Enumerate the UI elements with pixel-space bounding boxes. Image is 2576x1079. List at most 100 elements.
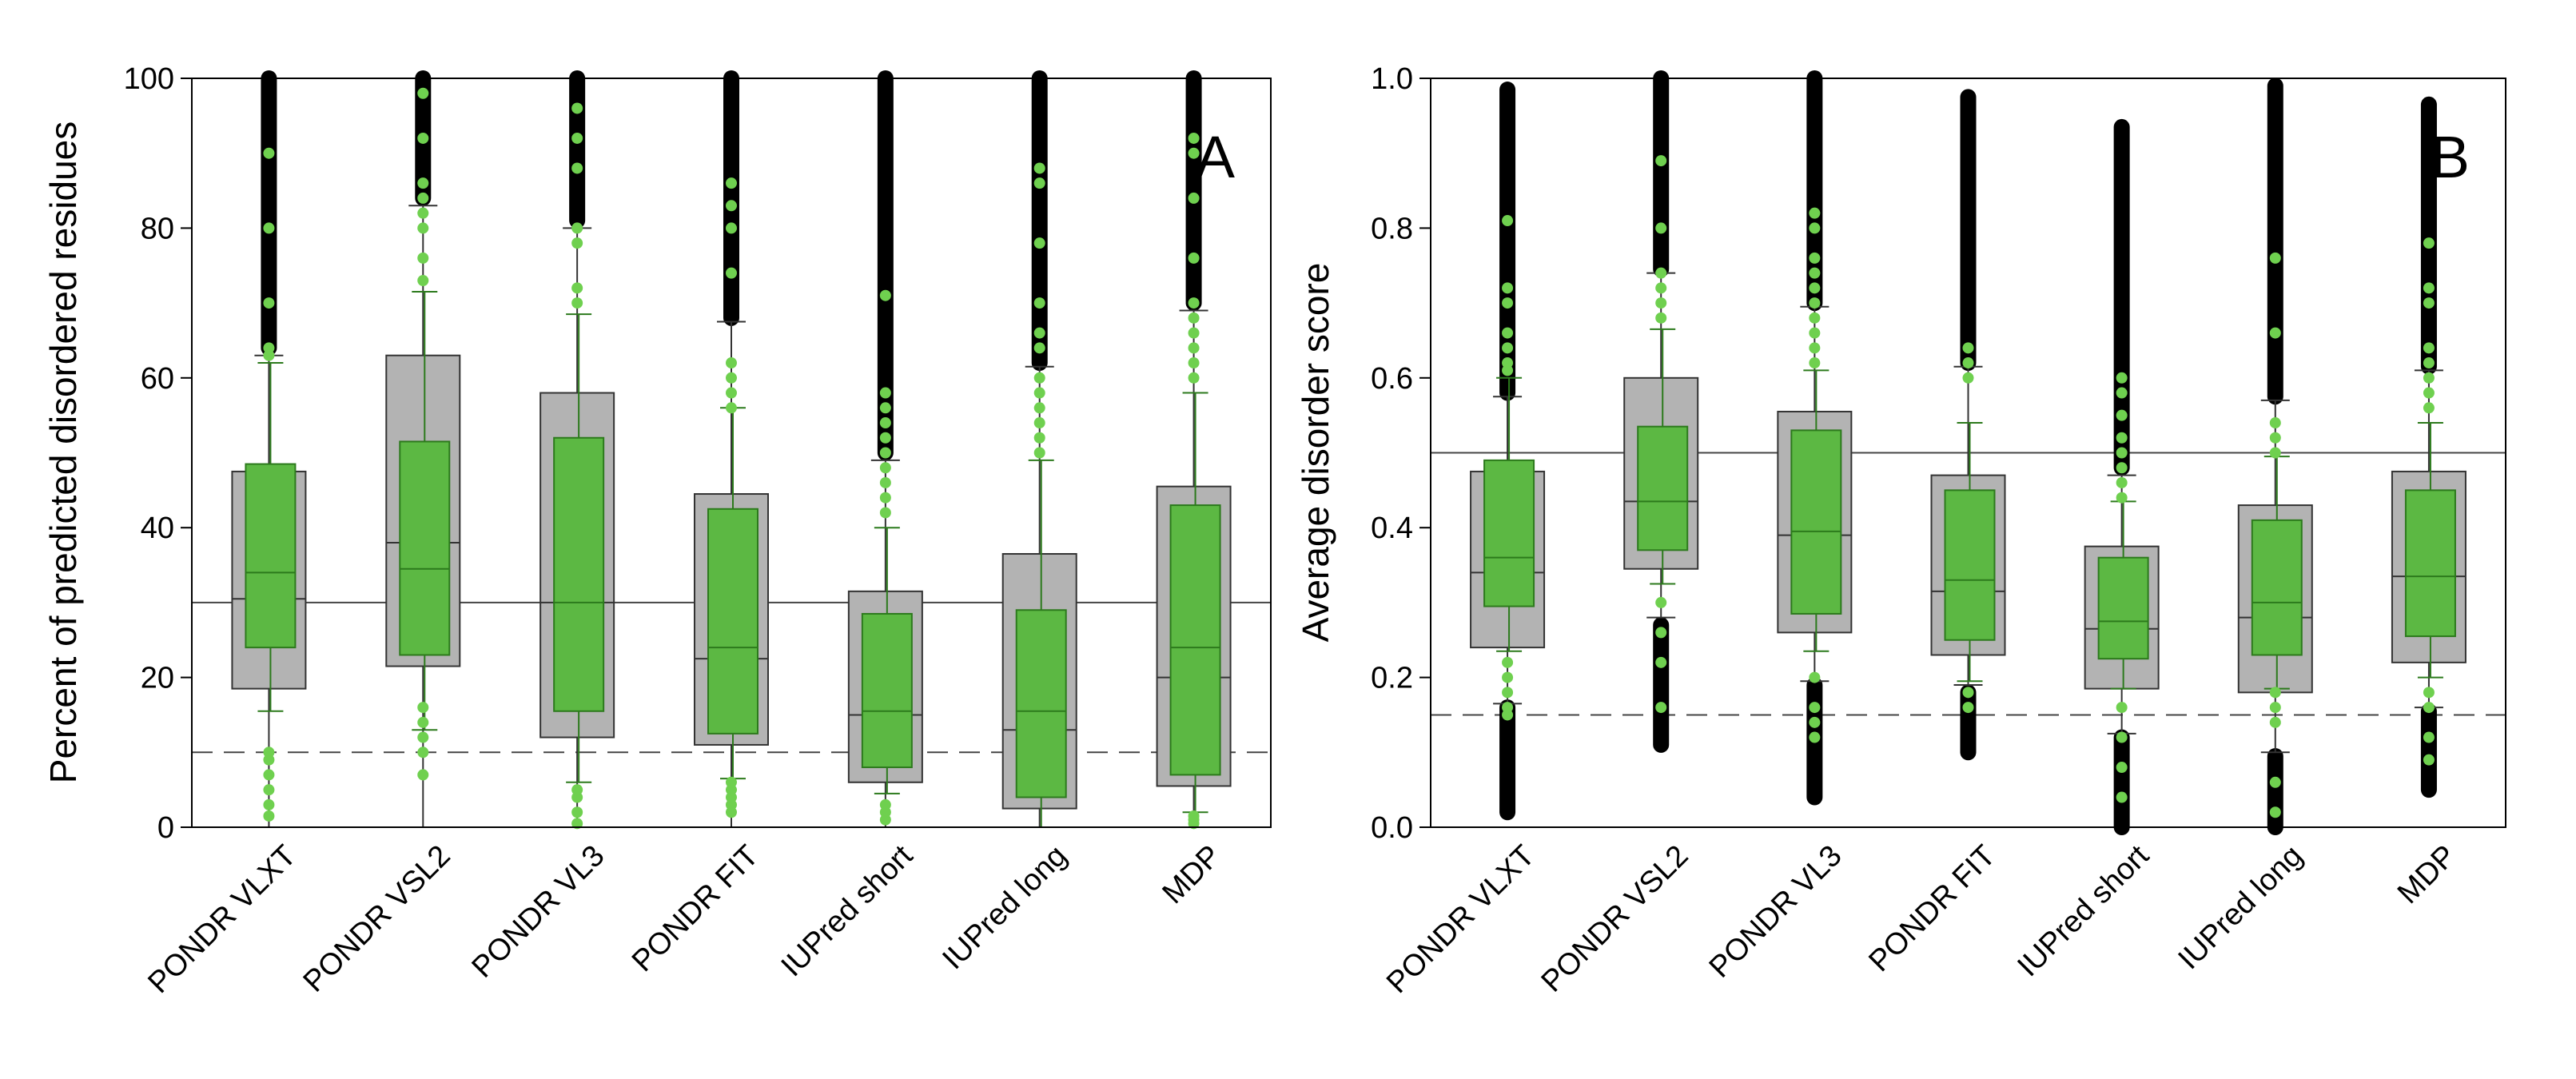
category-label: IUPred long <box>2172 839 2310 977</box>
plot-frame <box>1430 78 2506 828</box>
category-label: PONDR VL3 <box>465 839 611 985</box>
green-outlier-point <box>1033 387 1045 399</box>
green-outlier-point <box>1033 237 1045 249</box>
green-outlier-point <box>1962 372 1974 384</box>
y-tick-label: 0.2 <box>1371 662 1413 695</box>
green-outlier-point <box>879 417 891 429</box>
green-outlier-point <box>2116 432 2128 444</box>
green-outlier-point <box>726 776 737 788</box>
green-outlier-point <box>1809 357 1821 369</box>
green-outlier-point <box>1655 297 1667 309</box>
green-box <box>861 612 913 769</box>
green-outlier-point <box>1033 447 1045 459</box>
green-outlier-point <box>1809 252 1821 264</box>
y-tick-label: 20 <box>141 662 174 695</box>
green-outlier-point <box>1188 357 1200 369</box>
category-label: PONDR FIT <box>626 839 766 979</box>
green-outlier-point <box>2269 447 2281 459</box>
green-outlier-point <box>726 357 737 369</box>
green-outlier-point <box>879 798 891 810</box>
green-outlier-point <box>571 818 583 830</box>
green-outlier-point <box>2116 702 2128 714</box>
green-box <box>399 440 451 656</box>
green-outlier-point <box>1809 327 1821 339</box>
green-outlier-point <box>1809 222 1821 234</box>
green-outlier-point <box>726 267 737 279</box>
green-outlier-point <box>263 147 275 159</box>
green-outlier-point <box>1655 282 1667 294</box>
green-outlier-point <box>2423 237 2435 249</box>
green-outlier-point <box>2116 387 2128 399</box>
green-outlier-point <box>1502 687 1514 699</box>
green-outlier-point <box>1502 671 1514 683</box>
green-outlier-point <box>2116 476 2128 488</box>
green-box <box>1944 489 1996 641</box>
green-outlier-point <box>1809 312 1821 324</box>
green-outlier-point <box>417 177 429 189</box>
green-outlier-point <box>1809 267 1821 279</box>
green-outlier-point <box>1502 357 1514 369</box>
y-tick-label: 1.0 <box>1371 62 1413 96</box>
green-outlier-point <box>417 207 429 219</box>
green-outlier-point <box>2116 762 2128 774</box>
green-outlier-point <box>417 731 429 743</box>
green-outlier-point <box>417 716 429 728</box>
green-outlier-point <box>2269 716 2281 728</box>
plot-frame <box>191 78 1272 828</box>
category-label: PONDR VL3 <box>1703 839 1849 985</box>
green-box <box>2404 489 2456 638</box>
green-outlier-point <box>1188 147 1200 159</box>
green-outlier-point <box>1655 155 1667 167</box>
green-outlier-point <box>1809 731 1821 743</box>
green-outlier-point <box>417 274 429 286</box>
green-box <box>707 508 758 735</box>
y-tick-label: 0.8 <box>1371 212 1413 245</box>
green-outlier-point <box>571 132 583 144</box>
green-outlier-point <box>879 289 891 301</box>
green-outlier-point <box>263 222 275 234</box>
category-label: MDP <box>2391 839 2463 910</box>
green-outlier-point <box>2423 731 2435 743</box>
green-outlier-point <box>1502 656 1514 668</box>
green-outlier-point <box>2423 754 2435 766</box>
green-outlier-point <box>1502 215 1514 227</box>
green-outlier-point <box>2269 806 2281 818</box>
category-label: IUPred long <box>936 839 1073 977</box>
green-outlier-point <box>571 222 583 234</box>
green-outlier-point <box>1962 357 1974 369</box>
panel-label: A <box>1196 124 1236 190</box>
green-outlier-point <box>1962 702 1974 714</box>
green-outlier-point <box>263 747 275 758</box>
green-outlier-point <box>2116 791 2128 803</box>
green-outlier-point <box>263 297 275 309</box>
green-outlier-point <box>1655 267 1667 279</box>
green-outlier-point <box>571 162 583 174</box>
green-outlier-point <box>1502 297 1514 309</box>
green-box <box>1483 459 1535 607</box>
green-outlier-point <box>1188 297 1200 309</box>
green-outlier-point <box>571 282 583 294</box>
y-tick-label: 0.0 <box>1371 811 1413 845</box>
green-outlier-point <box>2423 387 2435 399</box>
green-outlier-point <box>2423 702 2435 714</box>
y-tick-label: 0.4 <box>1371 512 1413 545</box>
green-outlier-point <box>1809 297 1821 309</box>
category-label: MDP <box>1157 839 1228 910</box>
y-tick-label: 40 <box>141 512 174 545</box>
y-axis-label: Percent of predicted disordered residues <box>42 121 84 783</box>
green-outlier-point <box>1962 342 1974 354</box>
green-outlier-point <box>2423 357 2435 369</box>
green-outlier-point <box>571 102 583 114</box>
green-outlier-point <box>2269 687 2281 699</box>
green-outlier-point <box>1655 312 1667 324</box>
green-outlier-point <box>879 492 891 504</box>
green-outlier-point <box>2116 462 2128 474</box>
green-outlier-point <box>1655 702 1667 714</box>
green-outlier-point <box>879 507 891 519</box>
green-outlier-point <box>1033 402 1045 414</box>
green-outlier-point <box>726 372 737 384</box>
green-outlier-point <box>571 784 583 796</box>
green-box <box>2251 519 2303 656</box>
